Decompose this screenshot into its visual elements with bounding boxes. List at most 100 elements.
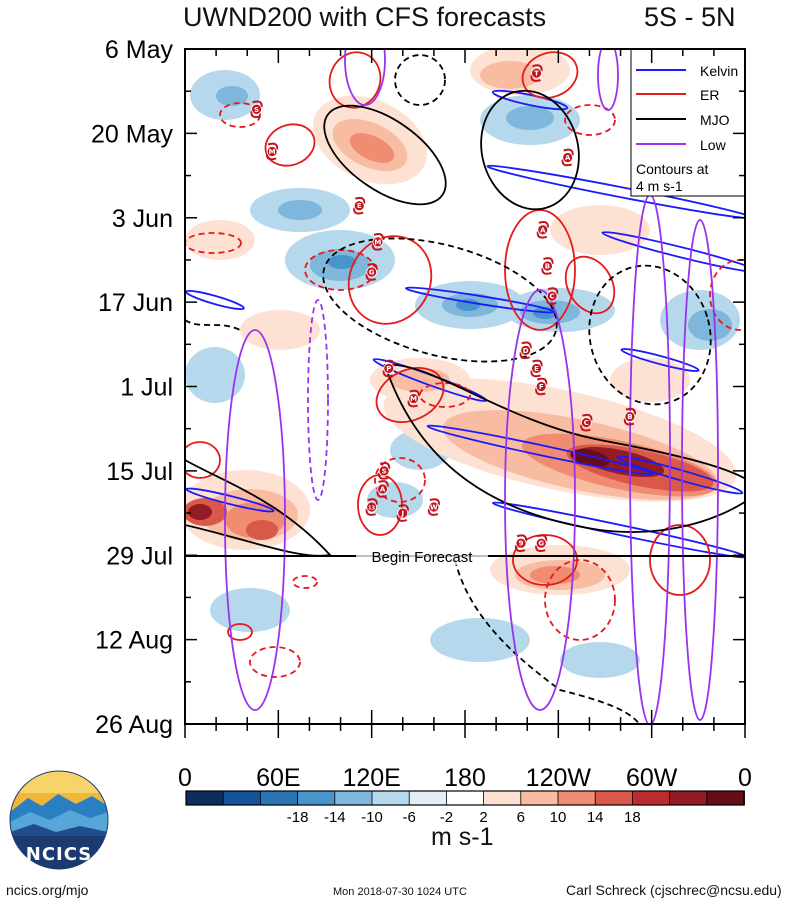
colorbar-segment <box>259 790 299 806</box>
legend-box <box>630 48 746 197</box>
x-tick-label: 180 <box>444 764 486 792</box>
storm-marker: D <box>519 341 532 360</box>
y-tick-label: 12 Aug <box>95 627 173 655</box>
storm-label: J <box>400 510 404 518</box>
footer-url[interactable]: ncics.org/mjo <box>6 882 89 898</box>
colorbar-frame <box>185 790 745 806</box>
storm-marker: A <box>376 480 389 498</box>
plot-area: S M T A E M G A B C D E F P M C B S A 13 J W 9 G Begin Forecast… <box>184 48 746 725</box>
kelvin-contours <box>185 89 745 559</box>
storm-label: W <box>430 504 438 512</box>
legend-label-kelvin: Kelvin <box>700 63 738 79</box>
legend-note-line2: 4 m s-1 <box>636 178 683 194</box>
colorbar-label: -2 <box>440 809 453 826</box>
wind-anomaly-field <box>185 49 740 678</box>
y-tick-label: 6 May <box>105 36 174 64</box>
legend-note-line1: Contours at <box>636 161 708 177</box>
footer-date: Mon 2018-07-30 1024 UTC <box>333 886 467 898</box>
storm-marker: B <box>623 407 636 426</box>
forecast-label: Begin Forecast <box>372 549 474 566</box>
storm-label: M <box>410 395 417 403</box>
low-frequency-contours-negative <box>307 299 329 501</box>
storm-marker: 9 <box>514 534 528 553</box>
colorbar-label: -14 <box>324 809 346 826</box>
colorbar-label: 14 <box>587 809 604 826</box>
storm-label: B <box>545 262 550 270</box>
storm-marker: C <box>580 413 593 432</box>
colorbar-segment <box>483 790 522 806</box>
storm-marker: E <box>353 196 366 215</box>
legend-entry-er: ER <box>636 87 719 103</box>
storm-marker: J <box>396 504 409 522</box>
storm-marker: B <box>541 257 554 275</box>
colorbar-segment <box>706 790 745 806</box>
colorbar-segment <box>594 790 634 806</box>
storm-label: 13 <box>368 506 375 512</box>
colorbar-segment <box>669 790 708 806</box>
storm-markers: S M T A E M G A B C D E F P M C B S A 13 J W 9 G <box>250 64 636 553</box>
legend-entry-kelvin: Kelvin <box>636 63 738 79</box>
colorbar: -18 -14 -10 -6 -2 2 6 10 14 18 <box>185 790 745 826</box>
colorbar-label: 18 <box>624 809 641 826</box>
y-tick-label: 3 Jun <box>112 205 173 233</box>
storm-marker: M <box>266 142 279 161</box>
er-contours <box>185 51 711 641</box>
storm-marker: C <box>546 287 559 305</box>
y-tick-label: 20 May <box>91 120 173 148</box>
storm-label: T <box>534 70 539 78</box>
logo-text: NCICS <box>26 844 92 865</box>
storm-marker: M <box>371 233 384 251</box>
legend-entry-mjo: MJO <box>636 112 730 128</box>
colorbar-label: -6 <box>403 809 416 826</box>
colorbar-segment <box>297 790 336 806</box>
y-tick-label: 26 Aug <box>95 711 173 739</box>
ncics-logo: NCICS <box>9 770 109 870</box>
y-tick-label: 29 Jul <box>106 542 173 570</box>
legend-label-er: ER <box>700 87 719 103</box>
colorbar-label: -18 <box>287 809 309 826</box>
colorbar-label: 2 <box>479 809 487 826</box>
mjo-contours-negative <box>185 54 712 724</box>
storm-label: A <box>540 226 546 234</box>
storm-marker: A <box>536 220 549 239</box>
storm-label: A <box>565 154 571 162</box>
storm-marker: W <box>427 498 440 516</box>
x-tick-label: 120W <box>526 764 592 792</box>
storm-marker: 13 <box>365 498 378 516</box>
storm-label: A <box>380 485 386 493</box>
storm-marker: A <box>561 148 574 167</box>
y-tick-label: 1 Jul <box>120 374 173 402</box>
colorbar-label: 10 <box>550 809 567 826</box>
storm-label: S <box>382 467 387 475</box>
storm-marker: T <box>530 64 543 82</box>
colorbar-segment <box>445 790 485 806</box>
storm-label: B <box>627 413 632 421</box>
colorbar-segment <box>185 790 225 806</box>
storm-marker: G <box>365 263 378 281</box>
storm-label: S <box>254 106 259 114</box>
x-tick-label: 120E <box>342 764 400 792</box>
storm-marker: F <box>535 377 548 396</box>
y-tick-label: 17 Jun <box>98 289 173 317</box>
colorbar-segment <box>222 790 262 806</box>
storm-label: P <box>386 365 391 373</box>
storm-marker: G <box>535 534 548 553</box>
mjo-contours <box>185 89 745 557</box>
colorbar-segment <box>334 790 373 806</box>
storm-label: F <box>539 383 544 391</box>
y-tick-label: 15 Jul <box>106 458 173 486</box>
x-tick-label: 60W <box>626 764 678 792</box>
storm-label: E <box>534 365 539 373</box>
forecast-line: Begin Forecast <box>185 547 745 566</box>
storm-label: M <box>269 148 276 156</box>
easterly-anomaly-shading <box>185 70 740 678</box>
colorbar-segment <box>371 790 411 806</box>
x-tick-label: 0 <box>738 764 752 792</box>
storm-marker: E <box>530 359 543 378</box>
x-tick-label: 60E <box>256 764 300 792</box>
chart-title: UWND200 with CFS forecasts <box>183 2 547 32</box>
x-tick-label: 0 <box>178 764 192 792</box>
x-axis: 0 60E 120E 180 120W 60W 0 <box>178 49 752 792</box>
legend-label-mjo: MJO <box>700 112 730 128</box>
